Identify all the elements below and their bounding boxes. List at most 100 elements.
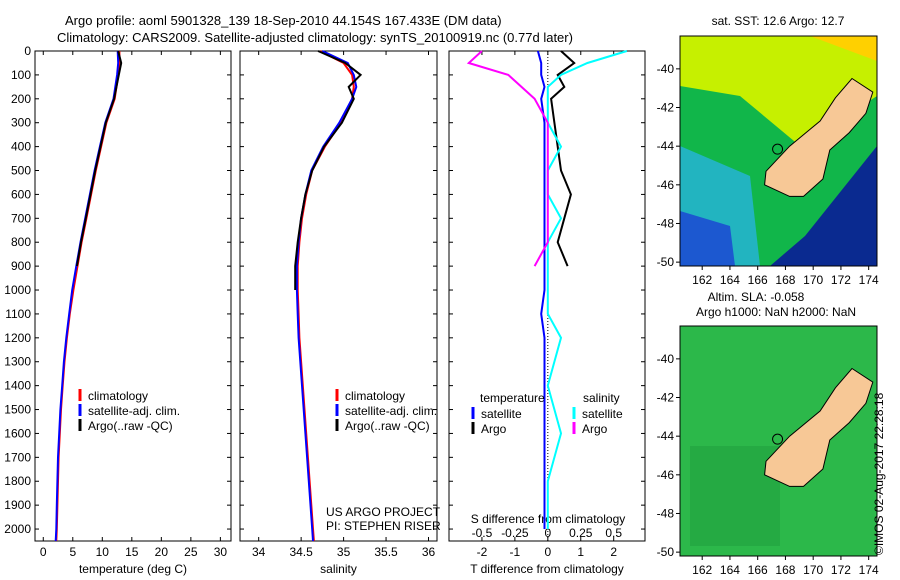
sst-coldest-region (770, 146, 877, 266)
south-island-land (764, 367, 874, 487)
y-tick-label: 100 (11, 68, 31, 82)
title-line-1: Argo profile: aoml 5901328_139 18-Sep-20… (65, 13, 502, 28)
x-axis-label: T difference from climatology (470, 562, 624, 576)
s-tick-label: 0.5 (605, 526, 622, 540)
x-tick-label: 36 (422, 545, 436, 559)
legend-title-temperature: temperature (480, 391, 545, 405)
y-tick-label: 1000 (4, 283, 31, 297)
x-tick-label: 10 (96, 545, 110, 559)
series-line-t-argo (550, 50, 576, 267)
lon-tick-label: 168 (775, 563, 795, 577)
y-tick-label: 1700 (4, 450, 31, 464)
series-line-argo-raw-qc- (294, 50, 363, 290)
legend-label: Argo(..raw -QC) (88, 419, 173, 433)
argo-position-marker (772, 433, 784, 445)
lon-tick-label: 172 (831, 273, 851, 287)
lat-tick-label: -44 (657, 429, 675, 443)
legend-label: Argo (582, 422, 608, 436)
x-tick-label: 34.5 (289, 545, 313, 559)
legend-title-salinity: salinity (583, 391, 620, 405)
lat-tick-label: -50 (657, 255, 675, 269)
series-line-s-argo (466, 50, 549, 267)
x-tick-label: 20 (155, 545, 169, 559)
lon-tick-label: 166 (748, 273, 768, 287)
map-frame (679, 35, 878, 267)
y-tick-label: 1500 (4, 403, 31, 417)
argo-position-marker (772, 143, 784, 155)
x-tick-label: 2 (610, 545, 617, 559)
y-tick-label: 700 (11, 211, 31, 225)
series-line-argo-raw-qc- (75, 50, 123, 267)
panel-frame-salinity (239, 50, 438, 542)
lon-tick-label: 164 (720, 563, 740, 577)
x-tick-label: 0 (40, 545, 47, 559)
y-tick-label: 600 (11, 187, 31, 201)
lon-tick-label: 172 (831, 563, 851, 577)
sla-map-title-line-1: Altim. SLA: -0.058 (708, 290, 805, 304)
map-sst: 162 164 166 168 170 172 174 -40 -42 -44 -46 -48 -50 (657, 35, 879, 287)
y-tick-label: 1300 (4, 355, 31, 369)
lon-tick-label: 174 (859, 273, 879, 287)
x-tick-label: 30 (214, 545, 228, 559)
y-tick-label: 1800 (4, 474, 31, 488)
x-tick-label: 5 (69, 545, 76, 559)
x-tick-label: 25 (184, 545, 198, 559)
annotation-pi: PI: STEPHEN RISER (326, 519, 441, 533)
lon-tick-label: 164 (720, 273, 740, 287)
s-tick-label: -0.5 (472, 526, 493, 540)
s-tick-label: 0 (544, 526, 551, 540)
sst-cold-region (680, 211, 735, 266)
sst-map-title: sat. SST: 12.6 Argo: 12.7 (712, 14, 845, 28)
legend-label: climatology (345, 389, 405, 403)
annotation-project: US ARGO PROJECT (326, 505, 441, 519)
x-tick-label: -2 (477, 545, 488, 559)
lat-tick-label: -46 (657, 178, 675, 192)
lon-tick-label: 166 (748, 563, 768, 577)
legend-label: Argo(..raw -QC) (345, 419, 430, 433)
y-tick-label: 200 (11, 92, 31, 106)
legend-label: satellite-adj. clim. (88, 404, 180, 418)
map-frame (679, 325, 878, 557)
y-tick-label: 400 (11, 140, 31, 154)
lon-tick-label: 174 (859, 563, 879, 577)
series-line-s-satellite (546, 50, 628, 529)
lat-tick-label: -44 (657, 139, 675, 153)
x-axis-label: salinity (320, 562, 357, 576)
lat-tick-label: -48 (657, 506, 675, 520)
lon-tick-label: 170 (803, 273, 823, 287)
panel-frame-temperature (34, 50, 232, 542)
lon-tick-label: 170 (803, 563, 823, 577)
x-tick-label: 0 (544, 545, 551, 559)
x-tick-label: 15 (125, 545, 139, 559)
lon-tick-label: 168 (775, 273, 795, 287)
lat-tick-label: -40 (657, 62, 675, 76)
sla-low-region (690, 446, 780, 546)
credit-text: ©IMOS 02-Aug-2017 22:28:18 (872, 392, 886, 555)
x-tick-label: 34 (252, 545, 266, 559)
y-tick-label: 1200 (4, 331, 31, 345)
legend-label: climatology (88, 389, 148, 403)
legend-label: satellite-adj. clim. (345, 404, 437, 418)
y-tick-label: 800 (11, 235, 31, 249)
lon-tick-label: 162 (692, 563, 712, 577)
y-tick-label: 1900 (4, 498, 31, 512)
s-tick-label: 0.25 (569, 526, 593, 540)
y-tick-label: 300 (11, 116, 31, 130)
lat-tick-label: -50 (657, 545, 675, 559)
x-tick-label: -1 (510, 545, 521, 559)
series-line-t-satellite (536, 50, 546, 529)
x-axis-label: temperature (deg C) (79, 562, 187, 576)
map-sla: 162 164 166 168 170 172 174 -40 -42 -44 -46 -48 -50 (657, 325, 879, 577)
x-tick-label: 35.5 (374, 545, 398, 559)
y-tick-label: 0 (24, 44, 31, 58)
south-island-land (764, 77, 874, 197)
lat-tick-label: -42 (657, 391, 675, 405)
x-tick-label: 35 (337, 545, 351, 559)
y-tick-label: 1100 (5, 307, 31, 321)
legend-label: satellite (582, 407, 623, 421)
legend-label: Argo (481, 422, 507, 436)
lat-tick-label: -48 (657, 216, 675, 230)
s-tick-label: -0.25 (501, 526, 529, 540)
